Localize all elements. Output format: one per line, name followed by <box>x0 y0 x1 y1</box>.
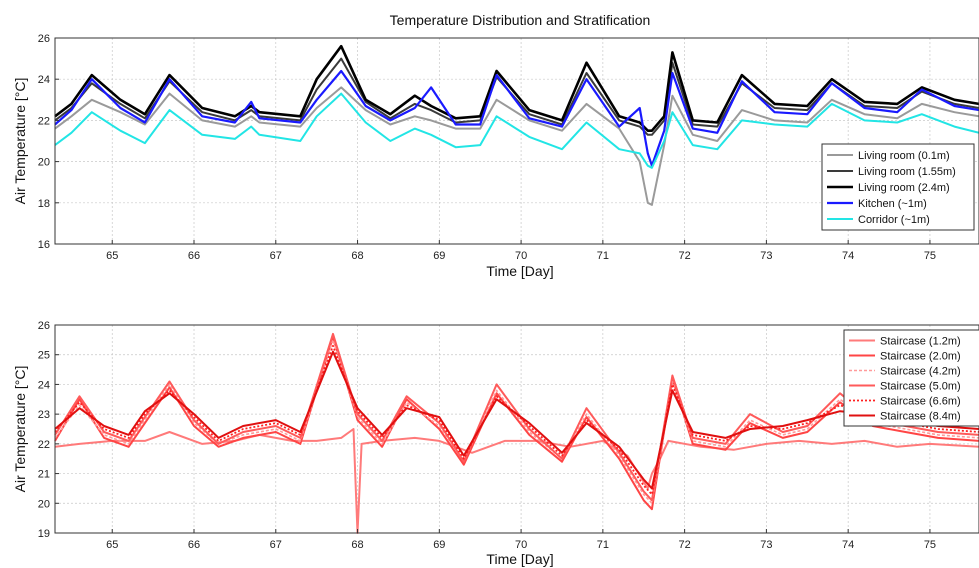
top-x-axis-label: Time [Day] <box>486 263 553 279</box>
legend-entry: Staircase (8.4m) <box>880 411 961 423</box>
bottom-series-group <box>54 332 979 534</box>
x-tick-label: 65 <box>106 250 118 262</box>
bottom-legend: Staircase (1.2m) Staircase (2.0m) Staircas… <box>843 329 979 427</box>
x-tick-label: 69 <box>433 250 445 262</box>
legend-entry: Kitchen (~1m) <box>858 198 927 210</box>
x-tick-label: 67 <box>270 539 282 551</box>
bottom-ticks: 65 66 67 68 69 70 71 72 73 74 75 19 20 21 22 23 24 25 26 <box>38 320 936 551</box>
y-tick-label: 25 <box>38 350 50 362</box>
top-legend: Living room (0.1m) Living room (1.55m) Liv… <box>821 143 975 231</box>
legend-entry: Living room (1.55m) <box>858 166 956 178</box>
y-tick-label: 24 <box>38 379 50 391</box>
bottom-x-axis-label: Time [Day] <box>486 551 553 567</box>
x-tick-label: 68 <box>351 539 363 551</box>
x-tick-label: 66 <box>188 250 200 262</box>
bottom-plot-frame <box>54 324 979 534</box>
x-tick-label: 70 <box>515 539 527 551</box>
x-tick-label: 75 <box>924 539 936 551</box>
x-tick-label: 65 <box>106 539 118 551</box>
bottom-panel: 65 66 67 68 69 70 71 72 73 74 75 19 20 21 22 23 24 25 26 T… <box>12 320 979 567</box>
y-tick-label: 24 <box>38 74 50 86</box>
legend-entry: Staircase (2.0m) <box>880 351 961 363</box>
x-tick-label: 68 <box>351 250 363 262</box>
y-tick-label: 18 <box>38 198 50 210</box>
series-line-3 <box>54 339 979 505</box>
y-tick-label: 21 <box>38 469 50 481</box>
legend-entry: Corridor (~1m) <box>858 214 930 226</box>
series-line-4 <box>54 69 979 167</box>
series-line-2 <box>54 335 979 511</box>
y-tick-label: 16 <box>38 239 50 251</box>
x-tick-label: 69 <box>433 539 445 551</box>
series-line-1 <box>54 86 979 206</box>
top-panel: 65 66 67 68 69 70 71 72 73 74 75 16 18 20 22 24 26 Time … <box>12 33 979 279</box>
legend-entry: Staircase (4.2m) <box>880 366 961 378</box>
x-tick-label: 70 <box>515 250 527 262</box>
legend-box <box>843 329 979 427</box>
x-tick-label: 67 <box>270 250 282 262</box>
series-line-1 <box>54 428 979 534</box>
y-tick-label: 19 <box>38 528 50 540</box>
x-tick-label: 72 <box>679 539 691 551</box>
x-tick-label: 72 <box>679 250 691 262</box>
x-tick-label: 74 <box>842 250 854 262</box>
top-ticks: 65 66 67 68 69 70 71 72 73 74 75 16 18 20 22 24 26 <box>38 33 936 262</box>
legend-entry: Staircase (1.2m) <box>880 336 961 348</box>
legend-entry: Staircase (5.0m) <box>880 381 961 393</box>
x-tick-label: 73 <box>760 539 772 551</box>
y-tick-label: 22 <box>38 115 50 127</box>
x-tick-label: 74 <box>842 539 854 551</box>
y-tick-label: 20 <box>38 498 50 510</box>
x-tick-label: 75 <box>924 250 936 262</box>
legend-entry: Staircase (6.6m) <box>880 396 961 408</box>
top-y-axis-label: Air Temperature [°C] <box>12 78 28 205</box>
x-tick-label: 73 <box>760 250 772 262</box>
x-tick-label: 71 <box>597 250 609 262</box>
top-plot-frame <box>54 37 979 245</box>
bottom-y-axis-label: Air Temperature [°C] <box>12 366 28 493</box>
y-tick-label: 20 <box>38 157 50 169</box>
series-line-5 <box>54 92 979 169</box>
series-line-6 <box>54 350 979 490</box>
y-tick-label: 22 <box>38 439 50 451</box>
chart-title: Temperature Distribution and Stratificat… <box>390 12 651 28</box>
top-series-group <box>54 44 979 206</box>
series-line-3 <box>54 44 979 132</box>
x-tick-label: 71 <box>597 539 609 551</box>
legend-entry: Living room (0.1m) <box>858 150 950 162</box>
y-tick-label: 23 <box>38 409 50 421</box>
legend-entry: Living room (2.4m) <box>858 182 950 194</box>
y-tick-label: 26 <box>38 320 50 332</box>
y-tick-label: 26 <box>38 33 50 45</box>
x-tick-label: 66 <box>188 539 200 551</box>
